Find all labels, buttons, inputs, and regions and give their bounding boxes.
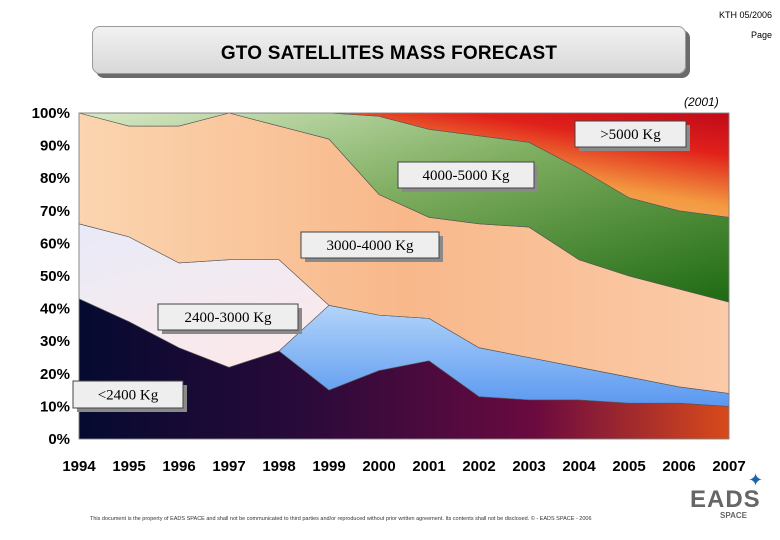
series-label-box: 3000-4000 Kg (300, 231, 443, 262)
x-tick-label: 2000 (362, 458, 395, 475)
series-label-box: >5000 Kg (574, 120, 690, 151)
year-note: (2001) (684, 95, 719, 109)
series-label-box: 2400-3000 Kg (157, 303, 302, 334)
x-tick-label: 2005 (612, 458, 645, 475)
plot-frame (78, 112, 730, 440)
series-label: 3000-4000 Kg (326, 238, 414, 254)
y-tick-label: 80% (40, 170, 70, 187)
x-tick-label: 2001 (412, 458, 445, 475)
y-tick-label: 90% (40, 138, 70, 155)
y-tick-label: 40% (40, 301, 70, 318)
series-label: 2400-3000 Kg (184, 310, 272, 326)
footer-disclaimer: This document is the property of EADS SP… (90, 516, 592, 522)
label-box (397, 161, 535, 189)
title-box: GTO SATELLITES MASS FORECAST (92, 26, 686, 74)
y-tick-label: 60% (40, 235, 70, 252)
label-box (300, 231, 440, 259)
x-tick-label: 1997 (212, 458, 245, 475)
page-label: Page (750, 30, 772, 40)
x-tick-label: 2007 (712, 458, 745, 475)
x-tick-label: 1995 (112, 458, 145, 475)
y-tick-label: 20% (40, 366, 70, 383)
series-label: >5000 Kg (600, 127, 661, 143)
x-tick-label: 1994 (62, 458, 96, 475)
x-tick-label: 2006 (662, 458, 695, 475)
y-tick-label: 30% (40, 333, 70, 350)
y-tick-label: 70% (40, 203, 70, 220)
y-tick-label: 100% (32, 105, 70, 122)
y-tick-label: 50% (40, 268, 70, 285)
x-tick-label: 2002 (462, 458, 495, 475)
x-tick-label: 1999 (312, 458, 345, 475)
x-tick-label: 1998 (262, 458, 295, 475)
star-icon: ✦ (748, 470, 764, 490)
series-label-box: 4000-5000 Kg (397, 161, 538, 192)
x-tick-label: 2003 (512, 458, 545, 475)
series-label: <2400 Kg (98, 388, 159, 404)
x-tick-label: 2004 (562, 458, 596, 475)
series-label-box: <2400 Kg (72, 380, 187, 412)
y-tick-label: 0% (48, 431, 70, 448)
label-box (157, 303, 299, 331)
y-tick-label: 10% (40, 398, 70, 415)
eads-logo: EADS (690, 486, 761, 513)
document-ref: KTH 05/2006 (718, 10, 772, 20)
series-label: 4000-5000 Kg (422, 168, 510, 184)
eads-logo-sub: SPACE (720, 511, 747, 520)
label-box (72, 380, 184, 409)
label-box (574, 120, 687, 148)
chart-title: GTO SATELLITES MASS FORECAST (220, 43, 558, 64)
x-tick-label: 1996 (162, 458, 195, 475)
